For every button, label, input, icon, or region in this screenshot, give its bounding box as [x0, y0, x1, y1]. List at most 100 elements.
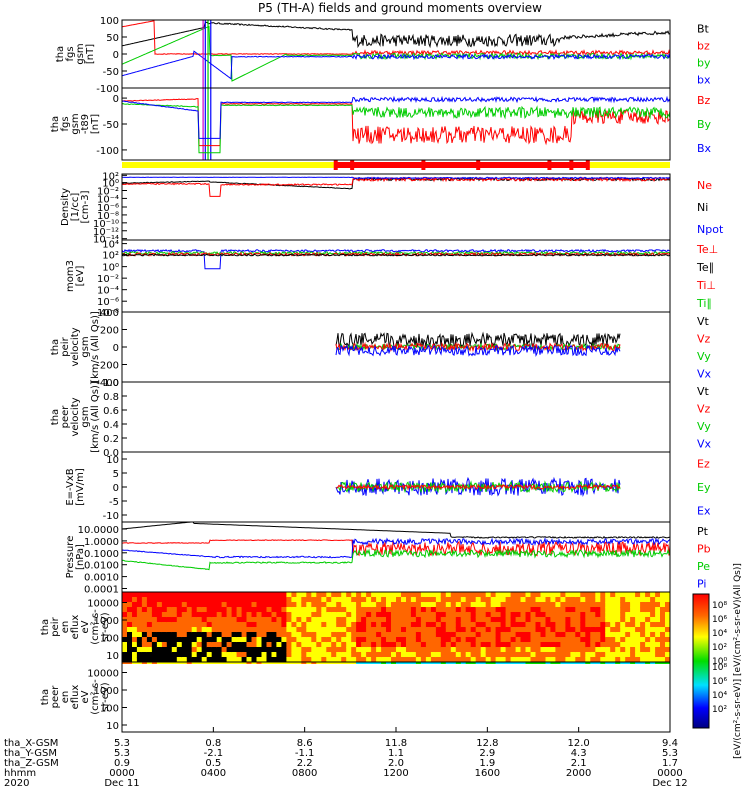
y-axis-label: tha — [50, 339, 61, 355]
y-axis-label: fgs — [65, 46, 76, 61]
legend-entry: Vx — [697, 367, 712, 380]
x-row-label: tha_Y-GSM — [4, 748, 57, 759]
y-tick-label: 1000 — [94, 686, 119, 697]
x-tick-label: 1200 — [383, 768, 408, 779]
mode-marker — [421, 160, 426, 170]
y-axis-label: mom3 — [65, 260, 76, 292]
y-axis-label: [mV/m] — [75, 468, 86, 506]
series-ni — [121, 176, 671, 190]
x-year: 2020 — [4, 778, 29, 789]
y-axis-label: tha — [50, 409, 61, 425]
y-tick-label: 1.0 — [103, 378, 119, 389]
series-vt — [335, 331, 621, 349]
y-axis-label: [km/s (All Qs)] — [90, 381, 101, 453]
y-tick-label: 0.0 — [103, 448, 119, 459]
legend-entry: Vz — [697, 332, 711, 345]
y-tick-label: 10⁻² — [97, 274, 119, 285]
y-tick-label: 10000 — [87, 599, 119, 610]
y-axis-label: [cm-3] — [80, 190, 91, 223]
y-axis-label: [eV] — [75, 266, 86, 287]
colorbar-label: [eV/(cm²-s-sr-eV)] [eV/(cm²-s-sr-eV)(All… — [733, 563, 743, 759]
legend-entry: Pt — [697, 525, 709, 538]
y-axis-label: sr-eV) — [100, 612, 111, 641]
mode-marker — [476, 160, 481, 170]
colorbar-tick: 10⁰ — [712, 657, 727, 667]
y-tick-label: 0 — [113, 94, 119, 105]
x-start-date: Dec 11 — [104, 778, 139, 789]
legend-entry: Ne — [697, 179, 712, 192]
y-tick-label: 10⁻⁴ — [97, 286, 119, 297]
x-tick-label: 0400 — [201, 768, 226, 779]
legend-entry: Ni — [697, 201, 708, 214]
y-axis-label: fgs — [60, 116, 71, 131]
y-tick-label: -10 — [103, 511, 119, 522]
legend-entry: By — [697, 118, 712, 131]
x-tick-label: 2.2 — [297, 758, 313, 769]
y-tick-label: 10000 — [87, 669, 119, 680]
colorbar-tick: 10⁴ — [712, 691, 727, 701]
y-axis-label: peir — [60, 336, 71, 356]
y-axis-label: gsm — [75, 43, 86, 64]
y-tick-label: 10⁻⁴ — [97, 194, 119, 205]
y-axis-label: Density — [60, 188, 71, 226]
y-axis-label: [nT] — [85, 44, 96, 64]
x-tick-label: 2000 — [566, 768, 591, 779]
y-tick-label: 0 — [113, 50, 119, 61]
y-tick-label: 0 — [113, 343, 119, 354]
y-axis-label: eV — [80, 620, 91, 633]
x-row-label: hhmm — [4, 768, 36, 779]
legend-entry: by — [697, 57, 711, 70]
series-vz — [335, 341, 621, 353]
legend-entry: Vy — [697, 420, 711, 433]
y-tick-label: 10² — [102, 250, 119, 261]
peer-spectrogram — [122, 662, 670, 664]
mode-marker — [350, 160, 355, 170]
legend-entry: Vt — [697, 385, 710, 398]
panel-frame-fgs_gsm_t89 — [121, 87, 671, 161]
mode-marker — [547, 160, 552, 170]
legend-entry: Vz — [697, 402, 711, 415]
y-tick-label: 10⁴ — [102, 240, 119, 251]
legend-entry: Te⊥ — [696, 243, 718, 256]
y-tick-label: 0.0010 — [84, 573, 119, 584]
mode-bar-fast — [335, 162, 588, 168]
y-tick-label: 10⁻⁸ — [97, 308, 119, 319]
x-tick-label: -2.1 — [204, 748, 224, 759]
legend-entry: Pe — [697, 560, 710, 573]
panel-frame-peer_spectrogram — [121, 661, 671, 733]
x-tick-label: -1.1 — [295, 748, 315, 759]
legend-entry: Bt — [697, 23, 710, 36]
colorbar-tick: 10⁶ — [712, 615, 727, 625]
series-pt — [121, 521, 670, 539]
y-axis-label: (cm²-s- — [90, 609, 101, 645]
colorbar — [692, 593, 710, 729]
series-ti-perp-b — [121, 248, 671, 270]
mode-marker — [333, 160, 338, 170]
y-tick-label: 10⁰ — [102, 263, 119, 274]
y-tick-label: 0.8 — [103, 392, 119, 403]
y-tick-label: 10⁻² — [97, 187, 119, 198]
series-pi — [121, 536, 671, 559]
y-tick-label: 200 — [100, 326, 119, 337]
y-axis-label: [km/s (All Qs)] — [90, 311, 101, 383]
legend-entry: Ti⊥ — [696, 279, 716, 292]
y-tick-label: 100 — [100, 16, 119, 27]
y-tick-label: 10⁻¹² — [93, 227, 119, 238]
legend-entry: bz — [697, 40, 710, 53]
series-ne — [121, 176, 671, 197]
legend-entry: Pb — [697, 542, 711, 555]
y-axis-label: eflux — [70, 685, 81, 710]
y-axis-label: peer — [50, 685, 61, 709]
y-axis-label: en — [60, 691, 71, 704]
y-tick-label: 10.0000 — [78, 525, 119, 536]
y-axis-label: tha — [55, 46, 66, 62]
x-tick-label: 2.9 — [479, 748, 495, 759]
y-tick-label: 400 — [100, 308, 119, 319]
y-tick-label: 10 — [106, 455, 119, 466]
y-axis-label: (cm²-s- — [90, 679, 101, 715]
y-tick-label: 100 — [100, 634, 119, 645]
y-tick-label: 50 — [106, 33, 119, 44]
y-axis-label: en — [60, 621, 71, 634]
x-tick-label: 4.3 — [571, 748, 587, 759]
